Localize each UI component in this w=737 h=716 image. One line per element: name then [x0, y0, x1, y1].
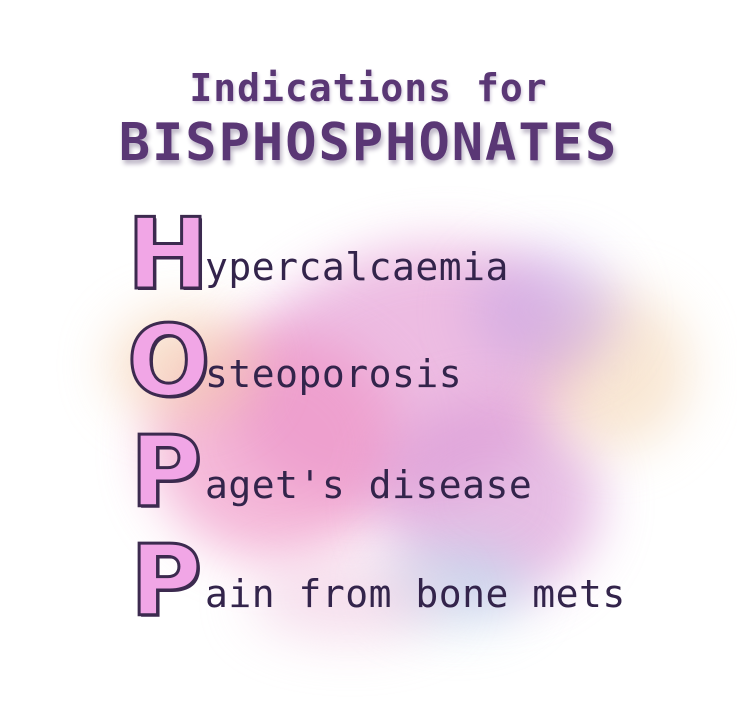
watercolor-blob — [250, 560, 450, 640]
mnemonic-letter: O — [126, 305, 212, 419]
title-line-2: BISPHOSPHONATES — [118, 113, 619, 173]
mnemonic-text: ypercalcaemia — [205, 245, 509, 289]
mnemonic-text: ain from bone mets — [205, 572, 626, 616]
mnemonic-letter: P — [129, 525, 204, 639]
mnemonic-letter: P — [129, 416, 204, 530]
watercolor-blob — [470, 250, 620, 370]
mnemonic-letter: H — [126, 198, 211, 312]
mnemonic-text: aget's disease — [205, 463, 533, 507]
watercolor-blob — [110, 310, 260, 420]
mnemonic-text: steoporosis — [205, 352, 463, 396]
title-line-1: Indications for — [189, 66, 548, 110]
